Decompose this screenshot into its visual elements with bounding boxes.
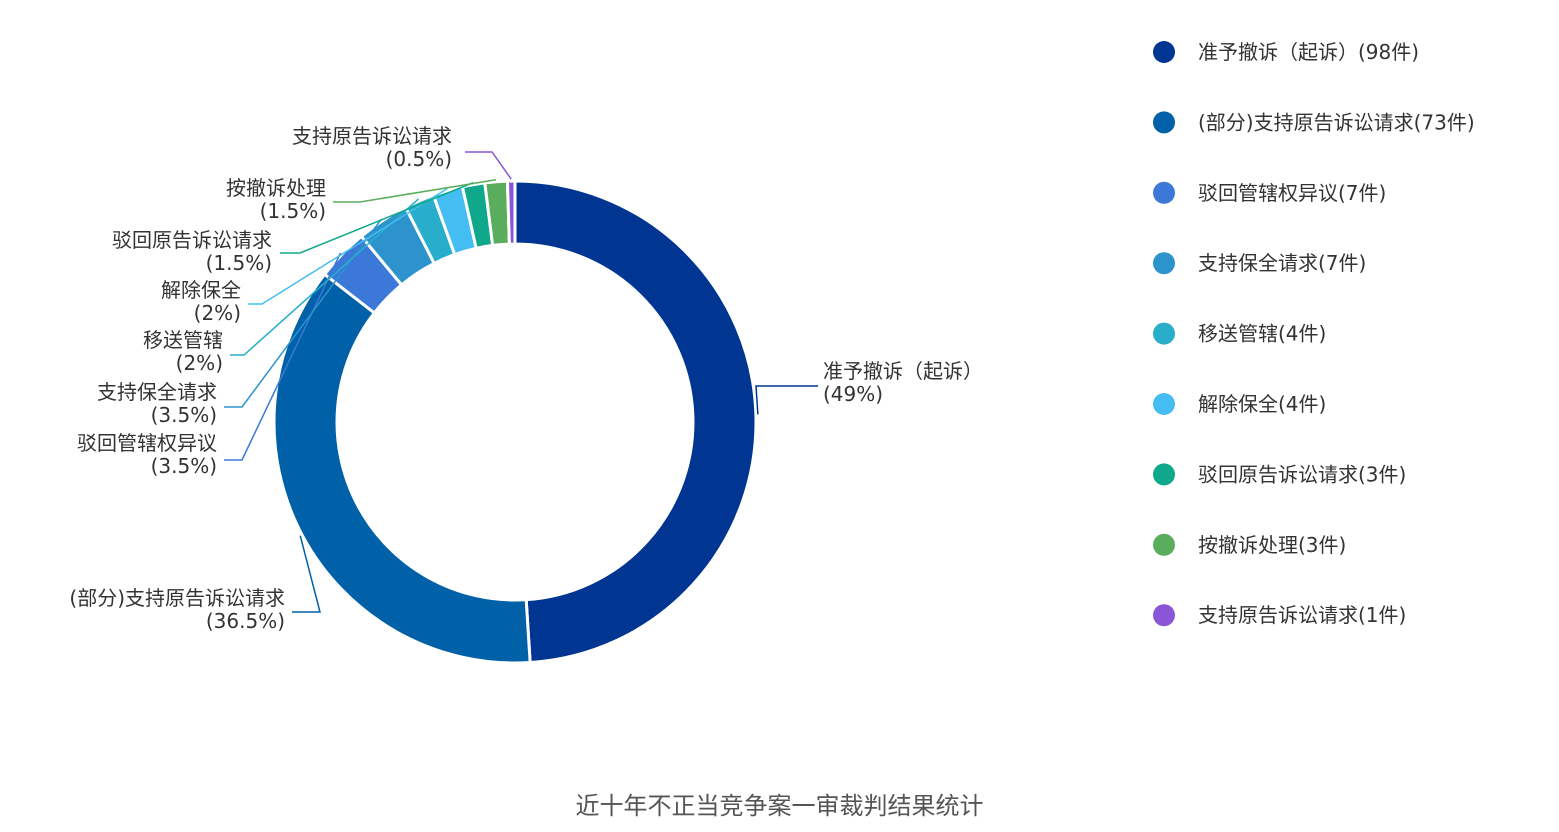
- slice-label: 移送管辖(2%): [143, 328, 223, 375]
- slice-labels: 准予撤诉（起诉）(49%) (部分)支持原告诉讼请求(36.5%) 驳回管辖权异议(…: [69, 124, 983, 633]
- legend-marker: [1153, 252, 1175, 275]
- legend-label: 准予撤诉（起诉）(98件): [1198, 40, 1419, 64]
- legend-marker: [1153, 533, 1175, 556]
- legend-label: 驳回管辖权异议(7件): [1198, 181, 1386, 205]
- leader-line: [224, 252, 342, 461]
- legend: 准予撤诉（起诉）(98件) (部分)支持原告诉讼请求(73件) 驳回管辖权异议(7件…: [1153, 40, 1475, 627]
- slice-label: 按撤诉处理(1.5%): [226, 176, 326, 223]
- legend-label: 支持原告诉讼请求(1件): [1198, 603, 1406, 627]
- leader-line: [292, 535, 321, 613]
- slice-label: 解除保全(2%): [161, 278, 241, 325]
- leader-line: [755, 385, 818, 415]
- legend-label: 驳回原告诉讼请求(3件): [1198, 462, 1406, 486]
- donut-slice: [505, 179, 517, 246]
- legend-label: 支持保全请求(7件): [1198, 251, 1366, 275]
- donut-slice: [513, 179, 758, 665]
- legend-label: 按撤诉处理(3件): [1198, 533, 1346, 557]
- legend-marker: [1153, 41, 1175, 63]
- donut-slice: [272, 272, 532, 665]
- slice-label: 准予撤诉（起诉）(49%): [823, 359, 983, 406]
- leader-line: [224, 218, 383, 408]
- leader-line: [230, 198, 419, 356]
- donut-slices: [272, 179, 758, 665]
- slice-label: 支持原告诉讼请求(0.5%): [292, 124, 452, 171]
- leader-line: [280, 181, 474, 254]
- legend-label: 解除保全(4件): [1198, 392, 1326, 416]
- legend-marker: [1153, 322, 1175, 345]
- legend-marker: [1153, 463, 1175, 486]
- chart-caption: 近十年不正当竞争案一审裁判结果统计: [575, 792, 984, 820]
- leader-line: [465, 151, 512, 180]
- legend-marker: [1153, 604, 1175, 627]
- legend-marker: [1153, 181, 1175, 204]
- leader-line: [248, 188, 448, 305]
- legend-label: (部分)支持原告诉讼请求(73件): [1198, 110, 1475, 134]
- slice-label: (部分)支持原告诉讼请求(36.5%): [69, 586, 285, 633]
- legend-label: 移送管辖(4件): [1198, 322, 1326, 346]
- slice-label: 驳回管辖权异议(3.5%): [77, 431, 217, 478]
- leader-line: [333, 179, 497, 203]
- slice-label: 驳回原告诉讼请求(1.5%): [112, 228, 272, 275]
- legend-marker: [1153, 111, 1175, 134]
- legend-marker: [1153, 393, 1175, 415]
- slice-label: 支持保全请求(3.5%): [97, 380, 217, 427]
